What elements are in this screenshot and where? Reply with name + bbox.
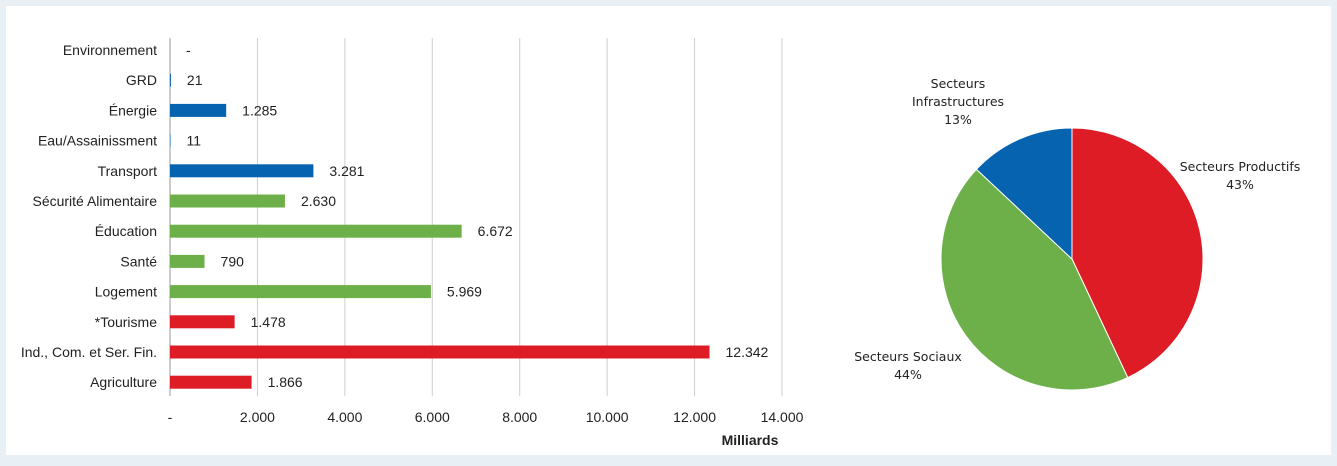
category-label: Logement [95, 284, 157, 300]
bar [170, 164, 313, 177]
category-label: Eau/Assainissment [38, 133, 157, 149]
category-label: Santé [120, 253, 157, 269]
category-label: Énergie [109, 102, 157, 118]
bar [170, 195, 285, 208]
value-label: 2.630 [301, 193, 336, 209]
value-label: 21 [187, 72, 203, 88]
bar [170, 285, 431, 298]
value-label: 790 [221, 253, 245, 269]
bar [170, 315, 235, 328]
bar [170, 255, 205, 268]
x-axis-title: Milliards [722, 432, 779, 448]
x-tick-label: 6.000 [415, 409, 450, 425]
bar [170, 104, 226, 117]
bar [170, 376, 252, 389]
value-label: 6.672 [478, 223, 513, 239]
bar [170, 346, 710, 359]
category-label: Transport [98, 163, 158, 179]
value-label: 1.866 [268, 374, 303, 390]
category-label: *Tourisme [95, 314, 157, 330]
x-tick-label: 12.000 [673, 409, 716, 425]
pie-slices [941, 128, 1203, 390]
value-label: 5.969 [447, 284, 482, 300]
value-label: 1.285 [242, 102, 277, 118]
category-label: Éducation [95, 223, 157, 239]
category-label: Ind., Com. et Ser. Fin. [21, 344, 157, 360]
value-label: - [186, 42, 191, 58]
category-label: Agriculture [90, 374, 157, 390]
x-tick-label: - [168, 409, 173, 425]
x-tick-label: 10.000 [586, 409, 629, 425]
x-tick-label: 2.000 [240, 409, 275, 425]
value-label: 12.342 [726, 344, 769, 360]
x-tick-label: 4.000 [327, 409, 362, 425]
bar [170, 225, 462, 238]
category-label: GRD [126, 72, 157, 88]
value-label: 1.478 [251, 314, 286, 330]
category-label: Environnement [63, 42, 157, 58]
bar [170, 74, 171, 87]
category-label: Sécurité Alimentaire [32, 193, 157, 209]
x-tick-label: 8.000 [502, 409, 537, 425]
value-label: 3.281 [329, 163, 364, 179]
value-label: 11 [186, 133, 201, 149]
x-tick-label: 14.000 [761, 409, 804, 425]
